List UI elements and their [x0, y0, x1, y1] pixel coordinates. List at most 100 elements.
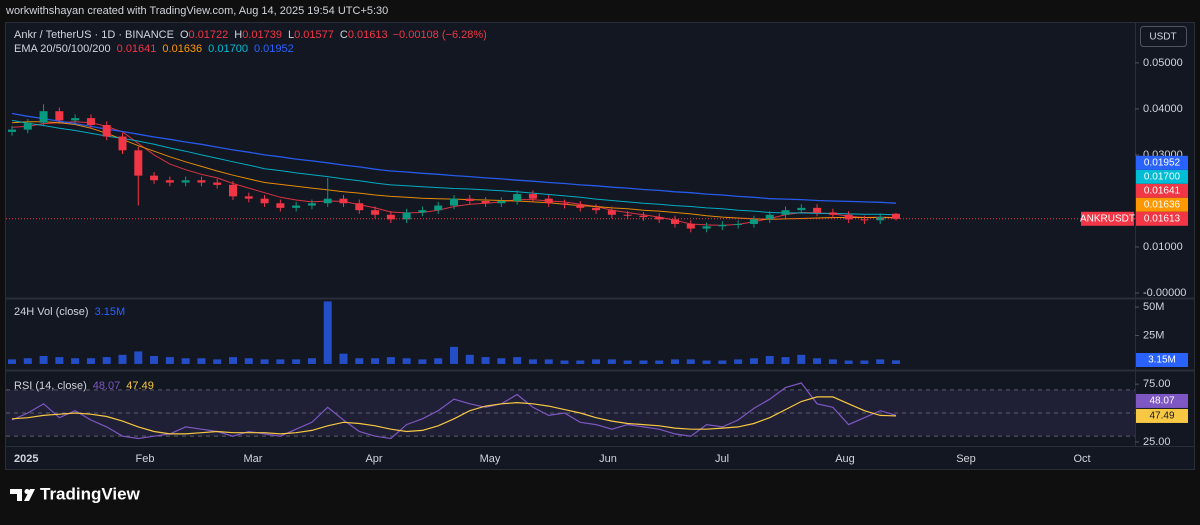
volume-bar	[355, 358, 364, 364]
volume-legend: 24H Vol (close) 3.15M	[14, 306, 125, 318]
candle-body	[134, 150, 143, 176]
volume-bar	[292, 359, 301, 364]
x-tick-label: Apr	[365, 453, 382, 465]
candle-body	[655, 217, 664, 220]
volume-bar	[118, 354, 127, 364]
volume-bar	[134, 351, 143, 364]
volume-tag-bg	[1136, 353, 1188, 367]
ohlc-label: O	[180, 29, 189, 41]
indicator-value: 0.01700	[208, 43, 248, 55]
candle-body	[592, 207, 601, 211]
ema-line	[11, 119, 897, 216]
candle-body	[560, 203, 569, 205]
candle-body	[813, 207, 822, 213]
volume-bar	[734, 359, 743, 364]
price-tag: 0.01952	[1144, 157, 1181, 168]
volume-bar	[828, 359, 837, 364]
candle-body	[39, 111, 48, 123]
volume-bar	[497, 358, 506, 364]
ohlc-value: 0.01613	[348, 29, 388, 41]
rsi-value: 48.07	[93, 380, 121, 392]
x-tick-label: Jun	[599, 453, 617, 465]
price-tag-bg	[1136, 155, 1188, 170]
x-tick-label: Feb	[136, 453, 155, 465]
attribution: workwithshayan created with TradingView.…	[5, 5, 388, 17]
volume-bar	[560, 360, 569, 364]
y-tick-label: 25M	[1143, 329, 1164, 341]
candle-body	[734, 223, 743, 225]
y-tick-label: 50M	[1143, 301, 1164, 313]
price-tag: 0.01636	[1144, 199, 1181, 210]
candle-body	[828, 212, 837, 215]
volume-bar	[197, 358, 206, 364]
volume-bar	[749, 358, 758, 364]
symbol-tag: ANKRUSDT	[1080, 213, 1135, 224]
volume-bar	[276, 359, 285, 364]
price-tag-bg	[1136, 183, 1188, 198]
volume-bar	[371, 358, 380, 364]
volume-bar	[876, 359, 885, 364]
candle-body	[71, 118, 80, 121]
volume-bar	[418, 359, 427, 364]
y-tick-label: 0.04000	[1143, 103, 1183, 115]
candle-body	[749, 219, 758, 224]
volume-bar	[386, 357, 395, 364]
candle-body	[229, 184, 237, 197]
ohlc-label: C	[340, 29, 348, 41]
volume-title: 24H Vol (close)	[14, 306, 89, 318]
ohlc-value: 0.01577	[294, 29, 334, 41]
volume-bar	[102, 357, 111, 364]
indicator-name: EMA 20/50/100/200	[14, 43, 111, 55]
y-tick-label: 0.01000	[1143, 241, 1183, 253]
volume-bar	[165, 357, 174, 364]
ema-line	[11, 112, 897, 204]
volume-bar	[513, 357, 522, 364]
ohlc-label: H	[234, 29, 242, 41]
candle-body	[339, 198, 348, 204]
price-tag: 0.01641	[1144, 185, 1181, 196]
volume-bar	[434, 358, 443, 364]
volume-bar	[465, 354, 474, 364]
volume-bar	[23, 358, 32, 364]
candle-body	[244, 196, 253, 199]
symbol-legend: Ankr / TetherUS · 1D · BINANCE O0.01722 H0…	[14, 29, 487, 41]
candle-body	[118, 136, 127, 151]
chart-panel	[5, 22, 1195, 470]
volume-bar	[71, 358, 80, 364]
indicator-value: 0.01641	[117, 43, 157, 55]
candle-body	[718, 224, 727, 227]
candle-body	[639, 215, 648, 218]
candle-body	[576, 204, 585, 208]
candle-body	[450, 198, 458, 206]
volume-bar	[55, 357, 64, 364]
candle-body	[544, 198, 553, 204]
candle-body	[876, 217, 885, 221]
candle-body	[781, 210, 790, 215]
volume-bar	[892, 360, 900, 364]
brand-name: TradingView	[40, 484, 141, 503]
volume-bar	[718, 360, 727, 364]
candle-body	[323, 198, 332, 204]
candle-body	[181, 180, 190, 183]
candle-body	[671, 219, 679, 224]
rsi-tag: 47.49	[1149, 411, 1174, 422]
indicator-value: 0.01952	[254, 43, 294, 55]
volume-bar	[323, 301, 332, 364]
candle-body	[702, 226, 711, 229]
volume-bar	[450, 346, 458, 364]
currency-button[interactable]	[1140, 26, 1187, 47]
x-tick-label: Mar	[244, 453, 263, 465]
x-tick-label: Sep	[956, 453, 976, 465]
ohlc-value: 0.01722	[189, 29, 229, 41]
volume-bar	[844, 360, 853, 364]
candle-body	[260, 198, 269, 204]
volume-bar	[181, 358, 190, 364]
y-tick-label: 25.00	[1143, 436, 1171, 448]
volume-bar	[8, 359, 16, 364]
volume-bar	[150, 355, 159, 364]
candle-body	[307, 203, 316, 206]
candle-body	[386, 214, 395, 220]
volume-bar	[671, 359, 679, 364]
volume-bar	[229, 357, 237, 364]
